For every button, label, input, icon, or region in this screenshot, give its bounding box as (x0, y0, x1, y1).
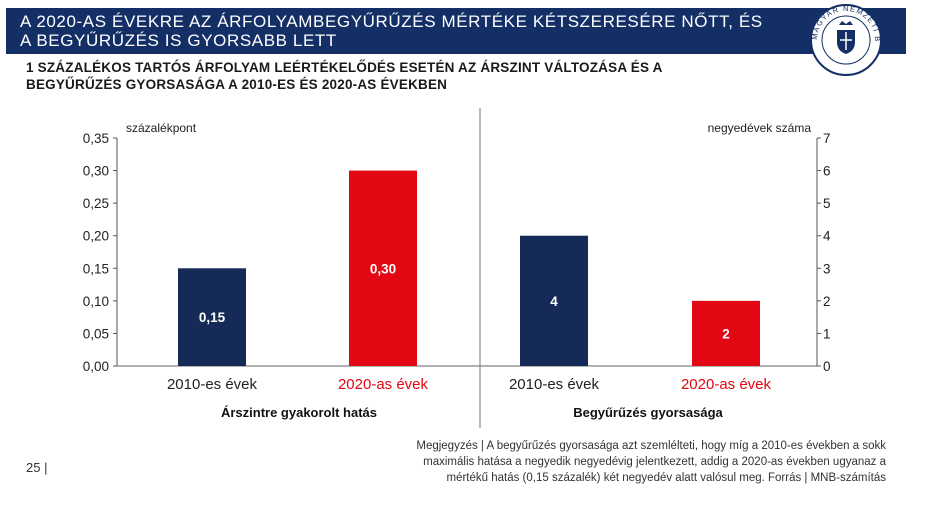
panel-title: Begyűrűzés gyorsasága (573, 405, 723, 420)
x-category-label: 2010-es évek (167, 376, 258, 393)
y-tick-label: 5 (823, 196, 831, 211)
x-category-label: 2020-as évek (338, 376, 429, 393)
footnote: Megjegyzés | A begyűrűzés gyorsasága azt… (300, 438, 886, 486)
chart-subtitle-line-2: BEGYŰRŰZÉS GYORSASÁGA A 2010-ES ÉS 2020-… (26, 77, 448, 92)
bar (692, 300, 760, 366)
mnb-seal-logo: MAGYAR NEMZETI BANK (804, 2, 882, 76)
panel-title: Árszintre gyakorolt hatás (221, 405, 377, 420)
x-category-label: 2010-es évek (509, 376, 600, 393)
page-title-line-1: A 2020-AS ÉVEKRE AZ ÁRFOLYAMBEGYŰRŰZÉS M… (20, 12, 763, 31)
y-tick-label: 1 (823, 326, 831, 341)
y-tick-label: 6 (823, 164, 831, 179)
bar (349, 170, 417, 366)
bar-value-label: 0,15 (199, 310, 226, 325)
footnote-line-1: Megjegyzés | A begyűrűzés gyorsasága azt… (416, 440, 886, 452)
footnote-line-2: maximális hatása a negyedik negyedévig j… (423, 456, 886, 468)
page-title-line-2: A BEGYŰRŰZÉS IS GYORSABB LETT (20, 31, 337, 50)
y-tick-label: 0,10 (83, 294, 109, 309)
footnote-line-3: mértékű hatás (0,15 százalék) két negyed… (446, 472, 886, 484)
y-tick-label: 0,15 (83, 261, 109, 276)
bar-value-label: 0,30 (370, 261, 396, 276)
bar (520, 235, 588, 366)
y-axis-unit-label: százalékpont (126, 121, 197, 135)
y-tick-label: 3 (823, 261, 831, 276)
x-category-label: 2020-as évek (681, 376, 772, 393)
page-title: A 2020-AS ÉVEKRE AZ ÁRFOLYAMBEGYŰRŰZÉS M… (20, 12, 800, 50)
y-tick-label: 7 (823, 131, 831, 146)
y-tick-label: 0,25 (83, 196, 109, 211)
y-tick-label: 4 (823, 229, 831, 244)
y-tick-label: 0,35 (83, 131, 109, 146)
y-tick-label: 0,05 (83, 326, 109, 341)
y-tick-label: 0,00 (83, 359, 109, 374)
page-number: 25 | (26, 460, 48, 475)
title-banner: A 2020-AS ÉVEKRE AZ ÁRFOLYAMBEGYŰRŰZÉS M… (6, 8, 906, 54)
y-tick-label: 2 (823, 294, 831, 309)
y-tick-label: 0,20 (83, 229, 109, 244)
chart-subtitle: 1 SZÁZALÉKOS TARTÓS ÁRFOLYAM LEÉRTÉKELŐD… (26, 59, 706, 93)
bar-value-label: 4 (550, 294, 558, 309)
bar-value-label: 2 (722, 326, 730, 341)
y-tick-label: 0 (823, 359, 831, 374)
y-axis-unit-label: negyedévek száma (708, 121, 812, 135)
y-tick-label: 0,30 (83, 164, 109, 179)
bar (178, 268, 246, 366)
chart-subtitle-line-1: 1 SZÁZALÉKOS TARTÓS ÁRFOLYAM LEÉRTÉKELŐD… (26, 60, 663, 75)
